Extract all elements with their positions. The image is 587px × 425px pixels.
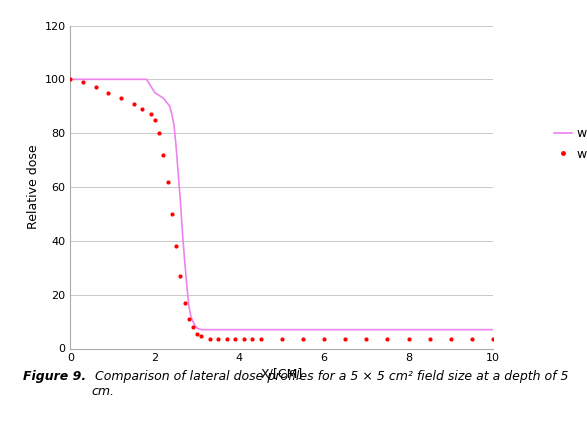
X-axis label: X/[CM]: X/[CM] [261,368,303,380]
Legend: with FF, without FF: with FF, without FF [549,122,587,166]
Text: Figure 9.: Figure 9. [23,370,87,383]
Y-axis label: Relative dose: Relative dose [27,144,41,230]
Text: Comparison of lateral dose profiles for a 5 × 5 cm² field size at a depth of 5 c: Comparison of lateral dose profiles for … [91,370,568,398]
